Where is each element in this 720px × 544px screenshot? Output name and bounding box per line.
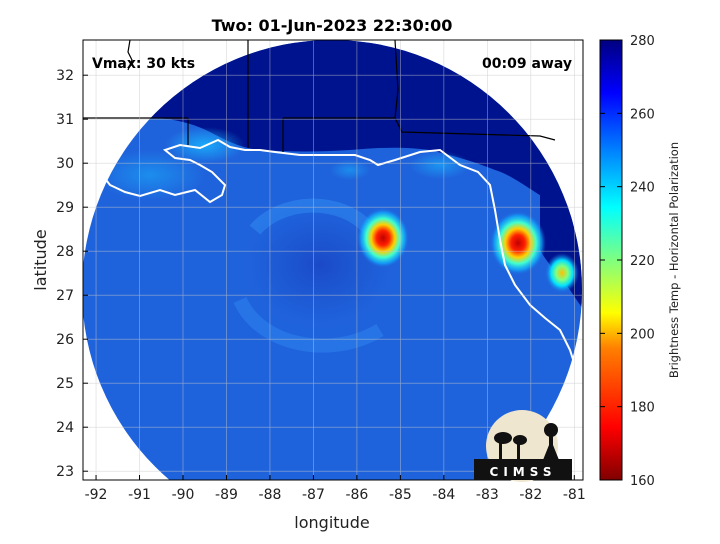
y-axis-label: latitude — [31, 229, 50, 290]
spiral-band — [233, 296, 384, 353]
y-tick-label: 27 — [56, 288, 74, 304]
x-tick-label: -84 — [432, 487, 455, 503]
colorbar-tick-label: 220 — [630, 254, 655, 269]
x-tick-label: -83 — [476, 487, 499, 503]
x-axis-label: longitude — [294, 513, 369, 532]
y-axis: 23 24 25 26 27 28 29 30 31 32 — [56, 68, 88, 480]
x-tick-label: -87 — [302, 487, 325, 503]
y-tick-label: 30 — [56, 156, 74, 172]
coastal-glow — [410, 151, 470, 179]
x-tick-label: -86 — [345, 487, 368, 503]
x-tick-label: -89 — [215, 487, 238, 503]
x-tick-label: -91 — [128, 487, 151, 503]
vmax-annotation: Vmax: 30 kts — [92, 56, 195, 72]
warm-spot-central — [357, 208, 409, 268]
x-tick-label: -88 — [259, 487, 282, 503]
colorbar-tick-label: 200 — [630, 327, 655, 342]
colorbar-tick-label: 260 — [630, 107, 655, 122]
cimss-logo: CIMSS — [474, 410, 572, 482]
y-tick-label: 25 — [56, 376, 74, 392]
y-tick-label: 32 — [56, 68, 74, 84]
x-axis: -92 -91 -90 -89 -88 -87 -86 -85 -84 -83 -82 -81 — [85, 475, 586, 503]
y-tick-label: 28 — [56, 244, 74, 260]
y-tick-label: 31 — [56, 112, 74, 128]
coastal-glow — [330, 160, 370, 180]
x-tick-label: -81 — [563, 487, 586, 503]
state-border — [83, 40, 556, 152]
colorbar-ticks: 160 180 200 220 240 260 280 — [600, 34, 655, 489]
colorbar-tick-label: 280 — [630, 34, 655, 49]
coastal-glow — [95, 150, 205, 200]
data-layer — [83, 40, 582, 480]
colorbar-tick-label: 240 — [630, 181, 655, 196]
colorbar-tick-label: 160 — [630, 474, 655, 489]
y-tick-label: 24 — [56, 420, 74, 436]
land-cold-region — [83, 40, 582, 255]
warm-spot-florida — [490, 211, 546, 275]
x-tick-label: -82 — [519, 487, 542, 503]
spiral-band — [249, 198, 376, 235]
warm-spot-florida-south — [545, 253, 579, 293]
coastline — [83, 138, 579, 376]
y-tick-label: 23 — [56, 464, 74, 480]
plot-frame — [82, 39, 584, 481]
away-annotation: 00:09 away — [482, 56, 572, 72]
colorbar-tick-label: 180 — [630, 401, 655, 416]
chart-title: Two: 01-Jun-2023 22:30:00 — [212, 16, 453, 35]
x-tick-label: -85 — [389, 487, 412, 503]
colorbar-label: Brightness Temp - Horizontal Polarizatio… — [667, 142, 681, 378]
y-tick-label: 29 — [56, 200, 74, 216]
logo-text: CIMSS — [490, 465, 557, 479]
x-tick-label: -90 — [172, 487, 195, 503]
x-tick-label: -92 — [85, 487, 108, 503]
y-tick-label: 26 — [56, 332, 74, 348]
